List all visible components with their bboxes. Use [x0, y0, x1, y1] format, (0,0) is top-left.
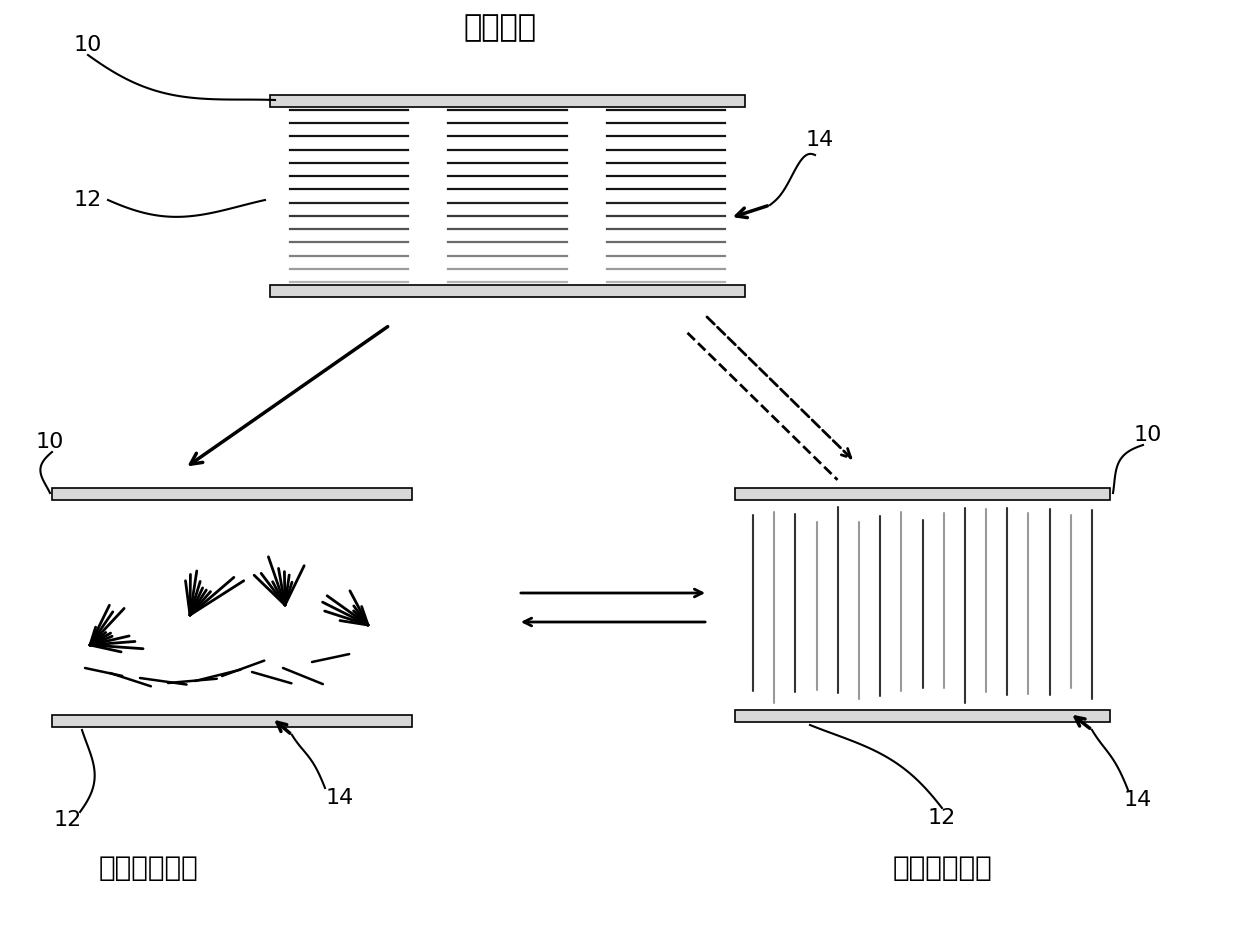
- Bar: [52, 715, 412, 727]
- Bar: [270, 285, 745, 297]
- Text: 10: 10: [74, 35, 102, 55]
- Bar: [735, 710, 1110, 722]
- Bar: [52, 488, 412, 500]
- Text: 焦锥织构状态: 焦锥织构状态: [98, 854, 198, 882]
- Text: 平面状态: 平面状态: [464, 13, 537, 42]
- Text: 12: 12: [74, 190, 102, 210]
- Text: 14: 14: [326, 788, 355, 808]
- Text: 12: 12: [928, 808, 956, 828]
- Text: 垂直织构状态: 垂直织构状态: [892, 854, 992, 882]
- Bar: [735, 488, 1110, 500]
- Text: 14: 14: [806, 130, 835, 150]
- Text: 10: 10: [1133, 425, 1162, 445]
- Text: 12: 12: [53, 810, 82, 830]
- Text: 14: 14: [1123, 790, 1152, 810]
- Text: 10: 10: [36, 432, 64, 452]
- Bar: [270, 95, 745, 107]
